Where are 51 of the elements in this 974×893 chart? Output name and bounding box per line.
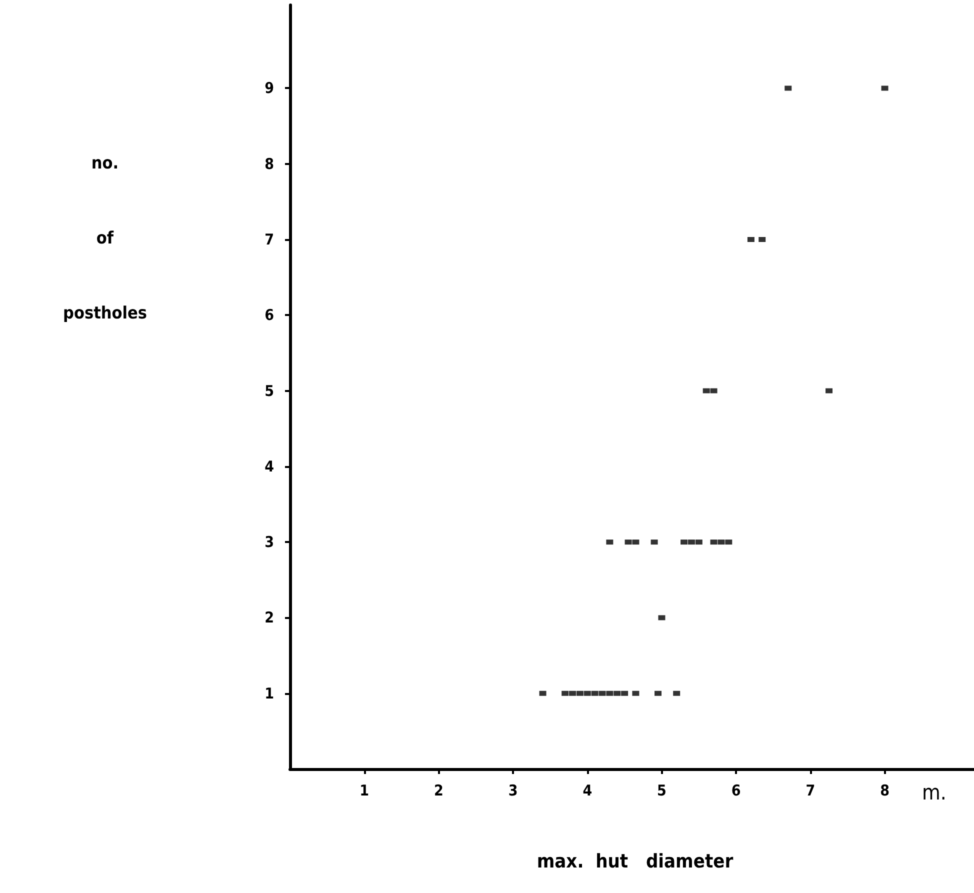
- x-tick-label: 6: [731, 782, 741, 800]
- y-tick-label: 4: [264, 457, 274, 476]
- point: [606, 690, 614, 696]
- point: [718, 540, 725, 545]
- point: [591, 690, 598, 696]
- point: [632, 540, 640, 545]
- point: [695, 540, 702, 545]
- point: [576, 690, 584, 696]
- x-tick-label: 3: [508, 782, 518, 800]
- x-tick-label: 4: [582, 782, 592, 800]
- y-tick-label: 7: [264, 230, 274, 248]
- point: [650, 540, 658, 545]
- point: [881, 86, 888, 91]
- point: [673, 690, 680, 696]
- point: [606, 540, 614, 545]
- point: [632, 690, 640, 696]
- point: [598, 690, 606, 696]
- x-tick-label: 7: [806, 782, 816, 800]
- point: [710, 540, 718, 545]
- point: [562, 690, 569, 696]
- point: [621, 690, 628, 696]
- point: [688, 540, 695, 545]
- point: [624, 540, 632, 545]
- y-tick-label: 2: [264, 608, 274, 627]
- y-tick-label: 5: [264, 382, 274, 400]
- point: [614, 690, 621, 696]
- y-tick-label: 9: [264, 79, 274, 98]
- text: no. of postholes: [63, 154, 147, 324]
- point: [584, 690, 591, 696]
- point: [725, 540, 732, 545]
- y-tick-label: 6: [264, 306, 274, 324]
- point: [658, 615, 666, 620]
- point: [710, 388, 718, 394]
- y-tick-label: 8: [264, 154, 274, 173]
- point: [569, 690, 576, 696]
- point: [680, 540, 688, 545]
- point: [702, 388, 710, 394]
- y-tick-label: 1: [264, 684, 274, 702]
- point: [539, 690, 546, 696]
- point: [784, 86, 792, 91]
- point: [747, 236, 754, 242]
- point: [758, 236, 766, 242]
- x-tick-label: 2: [434, 782, 444, 800]
- x-axis-title: max. hut diameter: [536, 850, 734, 872]
- point: [826, 388, 833, 394]
- x-tick-label: 1: [360, 782, 370, 800]
- point: [654, 690, 662, 696]
- x-tick-label: 5: [657, 782, 666, 800]
- text: m.: [922, 780, 946, 804]
- y-tick-label: 3: [264, 533, 274, 552]
- x-tick-label: 8: [880, 782, 890, 800]
